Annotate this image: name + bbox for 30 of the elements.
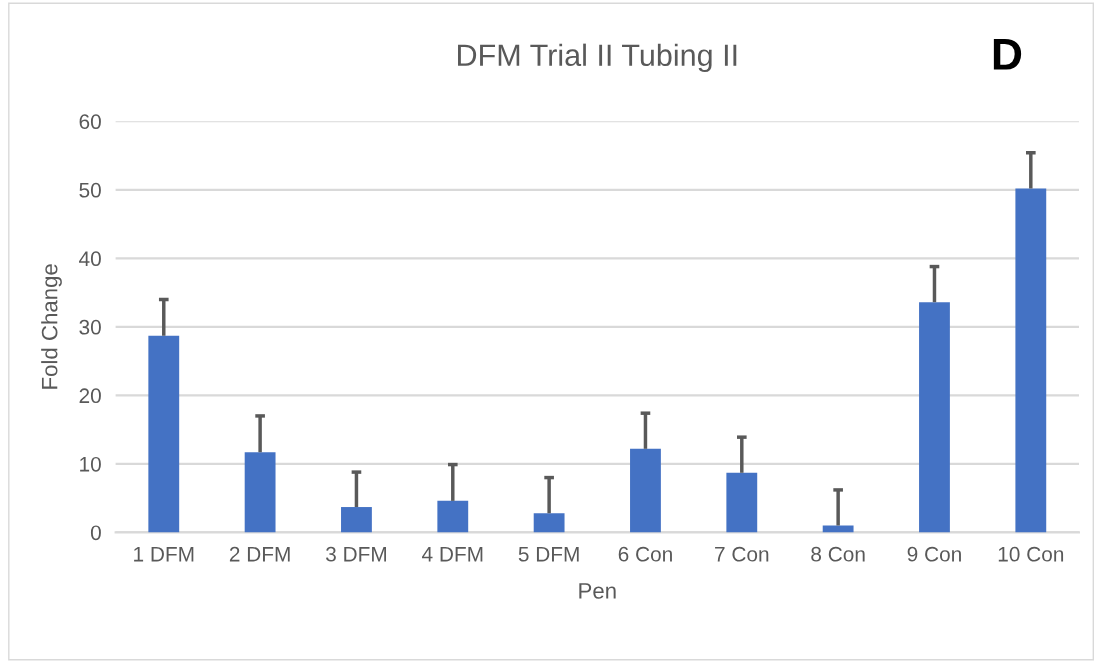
y-axis-title: Fold Change [41, 264, 62, 389]
x-tick-label: 7 Con [715, 546, 769, 562]
x-tick-label: 5 DFM [518, 547, 579, 562]
y-tick-label: 30 [79, 319, 101, 335]
x-tick-label: 1 DFM [134, 547, 194, 562]
bar [148, 335, 180, 533]
bar [533, 513, 565, 533]
y-tick-label: 40 [79, 251, 101, 267]
y-tick-label: 0 [90, 525, 101, 541]
x-tick-label: 2 DFM [229, 546, 290, 562]
y-tick-label: 60 [79, 114, 101, 130]
text: D [993, 39, 1022, 70]
chart-title: DFM Trial II Tubing II [458, 43, 737, 73]
y-tick-label: 20 [79, 388, 101, 404]
x-tick-label: 10 Con [998, 546, 1064, 562]
x-tick-label: 6 Con [618, 546, 672, 562]
bar [341, 507, 372, 533]
bar [630, 448, 661, 533]
bar [1015, 188, 1047, 533]
bar [437, 500, 469, 533]
x-axis-title: Pen [579, 583, 616, 599]
bar [919, 302, 950, 533]
y-tick-label: 10 [80, 456, 101, 472]
y-tick-label: 50 [79, 182, 101, 198]
bar [244, 452, 276, 533]
x-tick-label: 9 Con [907, 546, 961, 562]
x-tick-label: 3 DFM [325, 546, 386, 562]
bar [726, 472, 758, 533]
x-tick-label: 4 DFM [422, 547, 483, 562]
x-tick-label: 8 Con [811, 546, 865, 562]
